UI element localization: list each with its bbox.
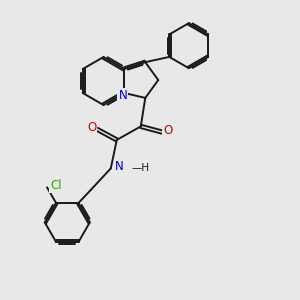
- Text: N: N: [115, 160, 124, 172]
- Text: O: O: [87, 122, 97, 134]
- Text: Cl: Cl: [50, 179, 62, 192]
- Text: —H: —H: [132, 163, 150, 173]
- Text: O: O: [163, 124, 172, 137]
- Text: N: N: [118, 89, 127, 102]
